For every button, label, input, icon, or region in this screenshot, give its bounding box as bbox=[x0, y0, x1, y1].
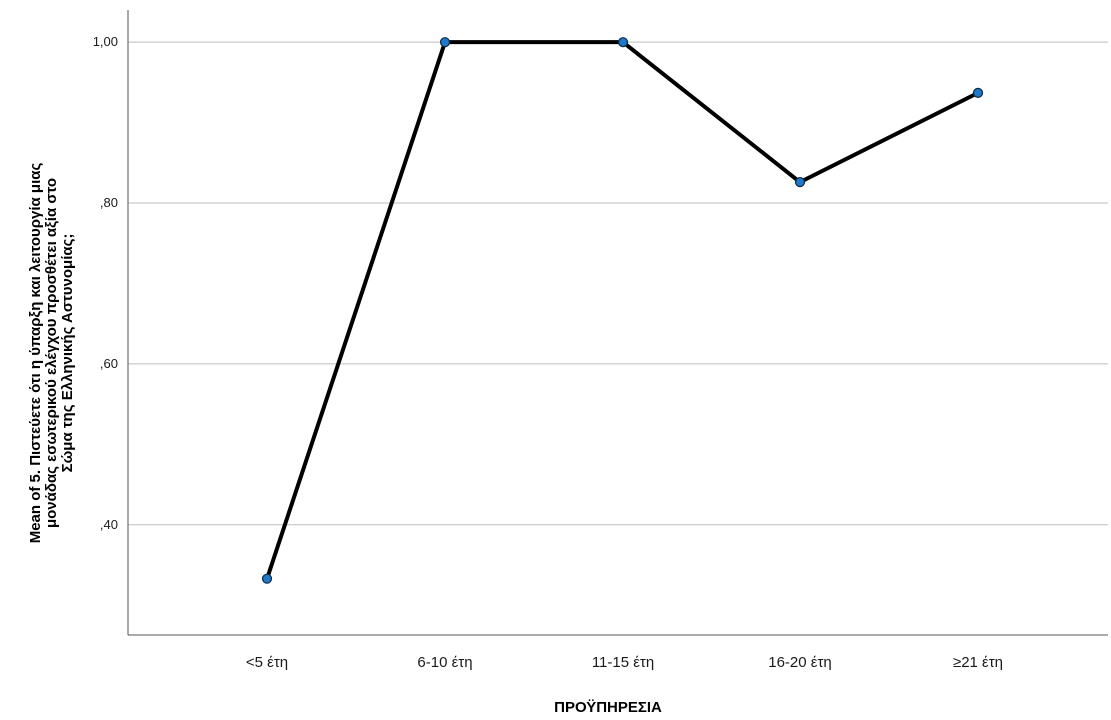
series-markers bbox=[261, 37, 984, 584]
data-point bbox=[972, 87, 984, 98]
data-point bbox=[794, 177, 806, 188]
series-line-group bbox=[265, 40, 980, 581]
x-tick-labels: <5 έτη 6-10 έτη 11-15 έτη 16-20 έτη ≥21 έτη bbox=[246, 654, 1003, 671]
x-tick-label: ≥21 έτη bbox=[953, 654, 1003, 671]
data-point bbox=[261, 573, 273, 584]
y-tick-label: ,60 bbox=[100, 356, 118, 371]
y-axis-title: Mean of 5. Πιστεύετε ότι η ύπαρξη και λε… bbox=[27, 163, 76, 544]
data-point bbox=[439, 37, 451, 48]
y-tick-label: 1,00 bbox=[93, 34, 118, 49]
x-tick-label: 11-15 έτη bbox=[592, 654, 654, 671]
gridlines bbox=[128, 41, 1108, 526]
x-tick-label: <5 έτη bbox=[246, 654, 288, 671]
y-axis-title-line: Σώμα της Ελληνικής Αστυνομίας; bbox=[59, 234, 76, 473]
y-tick-label: ,80 bbox=[100, 195, 118, 210]
y-tick-label: ,40 bbox=[100, 517, 118, 532]
axes bbox=[127, 10, 1108, 636]
y-tick-labels: ,40 ,60 ,80 1,00 bbox=[93, 34, 118, 532]
x-tick-label: 16-20 έτη bbox=[768, 654, 832, 671]
x-axis-title: ΠΡΟΫΠΗΡΕΣΙΑ bbox=[554, 699, 662, 716]
y-axis-title-line: μονάδας εσωτερικού ελέγχου προσθέτει αξί… bbox=[43, 178, 60, 528]
data-point bbox=[617, 37, 629, 48]
series-line bbox=[265, 40, 980, 581]
y-axis-title-line: Mean of 5. Πιστεύετε ότι η ύπαρξη και λε… bbox=[27, 163, 44, 544]
x-tick-label: 6-10 έτη bbox=[417, 654, 472, 671]
